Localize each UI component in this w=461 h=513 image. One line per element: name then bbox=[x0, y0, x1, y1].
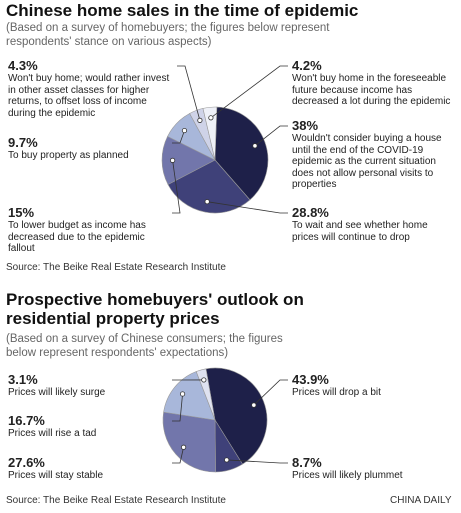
slice-label: 4.3% Won't buy home; would rather invest … bbox=[8, 58, 173, 119]
slice-label: 3.1% Prices will likely surge bbox=[8, 372, 168, 399]
leader-line bbox=[210, 65, 288, 119]
slice-label: 28.8% To wait and see whether home prices… bbox=[292, 205, 457, 243]
chart-title: Prospective homebuyers' outlook on resid… bbox=[6, 290, 304, 328]
leader-line bbox=[207, 201, 288, 214]
leader-dot bbox=[208, 115, 214, 121]
leader-line bbox=[172, 393, 183, 422]
leader-line bbox=[226, 459, 288, 464]
leader-dot bbox=[170, 157, 176, 163]
category-label: To buy property as planned bbox=[8, 150, 129, 161]
category-label: Prices will rise a tad bbox=[8, 428, 97, 439]
slice-label: 16.7% Prices will rise a tad bbox=[8, 413, 168, 440]
leader-dot bbox=[197, 117, 203, 123]
chart-subtitle: (Based on a survey of Chinese consumers;… bbox=[6, 333, 283, 359]
leader-dot bbox=[201, 377, 207, 383]
value-label: 15% bbox=[8, 205, 35, 220]
pie-slice bbox=[214, 106, 269, 201]
leader-line bbox=[172, 447, 184, 464]
leader-dot bbox=[181, 127, 188, 134]
value-label: 27.6% bbox=[8, 455, 45, 470]
category-label: To wait and see whether home prices will… bbox=[292, 220, 428, 243]
value-label: 4.2% bbox=[292, 58, 322, 73]
leader-dot bbox=[251, 402, 257, 408]
value-label: 4.3% bbox=[8, 58, 38, 73]
slice-label: 38% Wouldn't consider buying a house unti… bbox=[292, 118, 457, 191]
value-label: 38% bbox=[292, 118, 319, 133]
category-label: Prices will drop a bit bbox=[292, 387, 381, 398]
source: Source: The Beike Real Estate Research I… bbox=[6, 262, 226, 273]
value-label: 16.7% bbox=[8, 413, 45, 428]
pie-slice bbox=[205, 367, 268, 465]
pie-slice bbox=[195, 368, 216, 421]
leader-line bbox=[177, 65, 201, 121]
value-label: 43.9% bbox=[292, 372, 329, 387]
category-label: To lower budget as income has decreased … bbox=[8, 220, 146, 254]
chart-title: Chinese home sales in the time of epidem… bbox=[6, 1, 359, 20]
leader-dot bbox=[180, 444, 187, 450]
pie-slice bbox=[167, 159, 251, 214]
leader-dot bbox=[224, 457, 230, 463]
value-label: 28.8% bbox=[292, 205, 329, 220]
category-label: Won't buy home; would rather invest in o… bbox=[8, 73, 170, 119]
leader-line bbox=[172, 160, 181, 214]
category-label: Wouldn't consider buying a house until t… bbox=[292, 133, 442, 190]
slice-label: 9.7% To buy property as planned bbox=[8, 135, 168, 162]
leader-line bbox=[253, 379, 288, 406]
leader-dot bbox=[179, 391, 186, 397]
category-label: Prices will stay stable bbox=[8, 470, 104, 481]
leader-dot bbox=[204, 199, 210, 205]
category-label: Prices will likely plummet bbox=[292, 470, 403, 481]
value-label: 3.1% bbox=[8, 372, 38, 387]
chart-subtitle: (Based on a survey of homebuyers; the fi… bbox=[6, 22, 330, 48]
pie-slice bbox=[161, 135, 216, 185]
leader-dot bbox=[252, 143, 258, 149]
slice-label: 8.7% Prices will likely plummet bbox=[292, 455, 457, 482]
pie-slice bbox=[163, 371, 216, 421]
slice-label: 27.6% Prices will stay stable bbox=[8, 455, 168, 482]
leader-line bbox=[254, 125, 288, 147]
category-label: Prices will likely surge bbox=[8, 387, 106, 398]
credit: CHINA DAILY bbox=[390, 495, 452, 506]
slice-label: 43.9% Prices will drop a bit bbox=[292, 372, 457, 399]
source: Source: The Beike Real Estate Research I… bbox=[6, 495, 226, 506]
category-label: Won't buy home in the foreseeable future… bbox=[292, 73, 451, 107]
pie-slice bbox=[202, 106, 218, 161]
slice-label: 4.2% Won't buy home in the foreseeable fu… bbox=[292, 58, 457, 108]
slice-label: 15% To lower budget as income has decreas… bbox=[8, 205, 168, 255]
leader-line bbox=[172, 130, 185, 144]
pie-slice bbox=[162, 411, 216, 473]
value-label: 9.7% bbox=[8, 135, 38, 150]
value-label: 8.7% bbox=[292, 455, 322, 470]
